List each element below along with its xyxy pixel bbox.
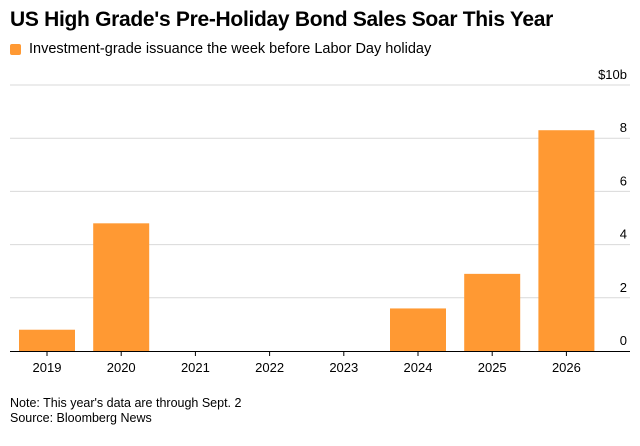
bar-2019 [19, 329, 75, 351]
x-axis: 2019 2020 2021 2022 2023 2024 2025 2026 [10, 351, 630, 375]
y-tick-labels: 0 2 4 6 8 $10b [598, 67, 627, 348]
source-text: Source: Bloomberg News [10, 411, 152, 425]
bar-2026 [538, 130, 595, 351]
y-tick-label: 0 [620, 333, 627, 348]
x-tick-label: 2020 [107, 360, 136, 375]
x-tick-label: 2024 [404, 360, 433, 375]
y-tick-label: 2 [620, 280, 627, 295]
x-tick-label: 2026 [552, 360, 581, 375]
legend-swatch [10, 43, 21, 55]
y-tick-label: 6 [620, 173, 627, 188]
legend: Investment-grade issuance the week befor… [10, 41, 431, 57]
bars [19, 130, 595, 351]
bar-2024 [390, 308, 446, 351]
chart-title: US High Grade's Pre-Holiday Bond Sales S… [10, 8, 554, 31]
x-tick-label: 2025 [478, 360, 507, 375]
bar-2020 [93, 223, 150, 351]
x-tick-label: 2023 [329, 360, 358, 375]
x-tick-label: 2021 [181, 360, 210, 375]
x-tick-label: 2022 [255, 360, 284, 375]
note-text: Note: This year's data are through Sept.… [10, 396, 242, 410]
y-tick-label: 8 [620, 120, 627, 135]
y-tick-label: 4 [620, 227, 627, 242]
footnotes: Note: This year's data are through Sept.… [10, 396, 241, 426]
legend-label: Investment-grade issuance the week befor… [29, 41, 432, 57]
x-tick-label: 2019 [33, 360, 62, 375]
y-tick-label: $10b [598, 67, 627, 82]
bar-2025 [464, 273, 521, 351]
